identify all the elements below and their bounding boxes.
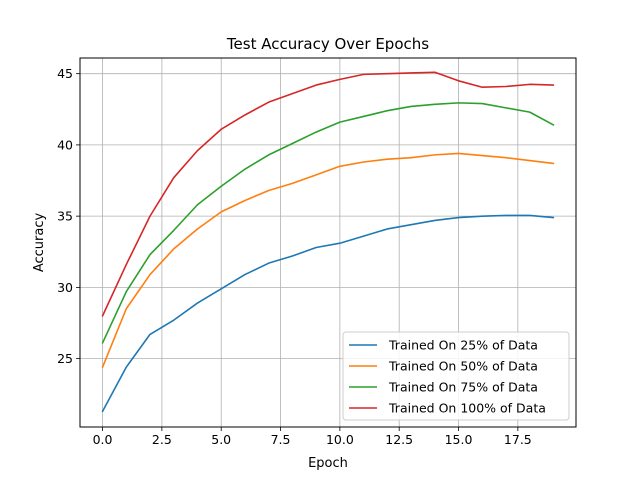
x-tick-label: 2.5 [152, 432, 172, 447]
x-tick-label: 10.0 [326, 432, 354, 447]
series-line [101, 102, 555, 344]
legend-label: Trained On 25% of Data [388, 338, 538, 353]
series-line [101, 214, 555, 413]
y-tick-label: 30 [57, 280, 73, 295]
x-tick-label: 5.0 [211, 432, 231, 447]
x-tick-label: 0.0 [93, 432, 113, 447]
x-tick-label: 15.0 [445, 432, 473, 447]
plot-area-frame [79, 57, 577, 428]
series-line [101, 152, 555, 368]
x-tick-label: 7.5 [271, 432, 291, 447]
axis-ticks: 0.0 2.5 5.0 7.5 10.0 12.5 15.0 17.5 25 30 35 40 45 [57, 66, 532, 447]
y-tick-label: 35 [57, 209, 73, 224]
x-tick-label: 17.5 [504, 432, 532, 447]
legend-box [342, 331, 570, 421]
series-line [101, 71, 555, 317]
legend-label: Trained On 75% of Data [388, 380, 538, 395]
y-axis-title: Accuracy [32, 213, 47, 273]
legend: Trained On 25% of Data Trained On 50% of … [342, 331, 570, 421]
y-tick-label: 40 [57, 137, 73, 152]
series-lines [101, 71, 555, 413]
y-tick-label: 45 [57, 66, 73, 81]
chart-title: Test Accuracy Over Epochs [226, 35, 429, 53]
y-tick-label: 25 [57, 351, 73, 366]
x-tick-label: 12.5 [385, 432, 413, 447]
legend-label: Trained On 100% of Data [388, 401, 546, 416]
x-axis-title: Epoch [308, 456, 348, 471]
legend-label: Trained On 50% of Data [388, 359, 538, 374]
